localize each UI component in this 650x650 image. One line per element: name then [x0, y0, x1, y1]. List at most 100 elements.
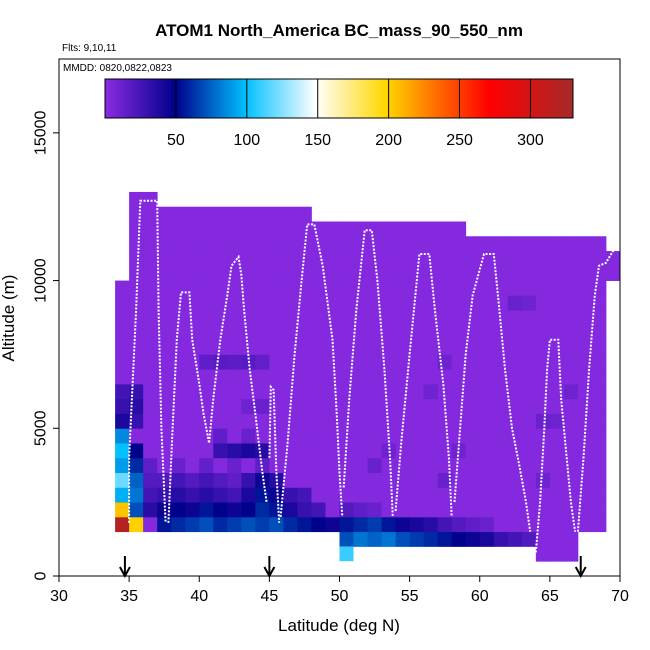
heatmap-cell — [143, 369, 158, 385]
heatmap-cell — [535, 265, 551, 281]
heatmap-cell — [381, 280, 396, 296]
heatmap-cell — [129, 221, 144, 237]
heatmap-cell — [339, 369, 354, 385]
heatmap-cell — [535, 502, 551, 518]
heatmap-cell — [311, 354, 326, 370]
heatmap-cell — [185, 265, 200, 281]
heatmap-cell — [297, 516, 312, 533]
heatmap-cell — [409, 487, 425, 503]
heatmap-cell — [143, 206, 158, 222]
heatmap-cell — [521, 310, 537, 326]
heatmap-cell — [227, 487, 242, 503]
heatmap-cell — [157, 383, 172, 400]
heatmap-cell — [423, 443, 439, 459]
heatmap-cell — [507, 339, 523, 355]
heatmap-cell — [563, 457, 579, 473]
heatmap-cell — [367, 457, 382, 473]
heatmap-cell — [577, 369, 593, 385]
heatmap-cell — [339, 280, 354, 296]
heatmap-cell — [353, 502, 368, 518]
heatmap-cell — [479, 531, 495, 547]
heatmap-cell — [227, 295, 242, 311]
heatmap-cell — [437, 383, 453, 400]
heatmap-cell — [283, 324, 298, 341]
heatmap-cell — [521, 398, 537, 414]
heatmap-cell — [241, 428, 256, 444]
heatmap-cell — [353, 324, 368, 341]
heatmap-cell — [115, 295, 130, 311]
heatmap-cell — [563, 443, 579, 459]
heatmap-cell — [367, 221, 382, 237]
heatmap-cell — [577, 324, 593, 341]
heatmap-cell — [367, 324, 382, 341]
heatmap-cell — [325, 236, 340, 252]
heatmap-cell — [283, 206, 298, 222]
heatmap-cell — [143, 339, 158, 355]
heatmap-cell — [199, 295, 214, 311]
heatmap-cell — [283, 295, 298, 311]
heatmap-cell — [507, 428, 523, 444]
heatmap-cell — [521, 251, 537, 267]
heatmap-cell — [395, 265, 411, 281]
heatmap-cell — [297, 354, 312, 370]
heatmap-cell — [535, 413, 551, 429]
heatmap-cell — [297, 472, 312, 488]
heatmap-cell — [577, 443, 593, 459]
heatmap-cell — [213, 265, 228, 281]
heatmap-cell — [367, 383, 382, 400]
heatmap-cell — [395, 502, 411, 518]
heatmap-cell — [213, 236, 228, 252]
colorbar-tick-label: 300 — [517, 132, 544, 149]
heatmap-cell — [423, 280, 439, 296]
heatmap-cell — [409, 398, 425, 414]
heatmap-cell — [129, 324, 144, 341]
heatmap-cell — [199, 310, 214, 326]
heatmap-cell — [465, 502, 481, 518]
heatmap-cell — [521, 369, 537, 385]
heatmap-cell — [157, 398, 172, 414]
heatmap-cell — [115, 502, 130, 518]
heatmap-cell — [143, 383, 158, 400]
heatmap-cell — [479, 354, 495, 370]
heatmap-cell — [325, 354, 340, 370]
heatmap-cell — [241, 280, 256, 296]
heatmap-cell — [465, 339, 481, 355]
heatmap-cell — [353, 369, 368, 385]
heatmap-cell — [493, 413, 509, 429]
heatmap-cell — [227, 428, 242, 444]
heatmap-cell — [577, 383, 593, 400]
heatmap-cell — [171, 310, 186, 326]
heatmap-cell — [479, 383, 495, 400]
heatmap-cell — [395, 516, 411, 533]
heatmap-cell — [171, 251, 186, 267]
heatmap-cells — [115, 191, 621, 562]
heatmap-cell — [423, 487, 439, 503]
heatmap-cell — [353, 295, 368, 311]
heatmap-cell — [297, 502, 312, 518]
heatmap-cell — [339, 383, 354, 400]
heatmap-cell — [325, 280, 340, 296]
heatmap-cell — [451, 531, 467, 547]
heatmap-cell — [577, 457, 593, 473]
heatmap-cell — [185, 516, 200, 533]
heatmap-cell — [535, 280, 551, 296]
arrow-head — [263, 566, 276, 579]
heatmap-cell — [507, 251, 523, 267]
heatmap-cell — [213, 280, 228, 296]
heatmap-cell — [423, 413, 439, 429]
heatmap-cell — [297, 428, 312, 444]
heatmap-cell — [507, 295, 523, 311]
heatmap-cell — [493, 428, 509, 444]
heatmap-cell — [381, 383, 396, 400]
heatmap-cell — [549, 251, 565, 267]
heatmap-cell — [465, 413, 481, 429]
heatmap-cell — [157, 428, 172, 444]
heatmap-cell — [353, 236, 368, 252]
heatmap-cell — [227, 251, 242, 267]
heatmap-cell — [325, 251, 340, 267]
heatmap-cell — [353, 487, 368, 503]
heatmap-cell — [381, 516, 396, 533]
heatmap-cell — [577, 413, 593, 429]
heatmap-cell — [339, 251, 354, 267]
